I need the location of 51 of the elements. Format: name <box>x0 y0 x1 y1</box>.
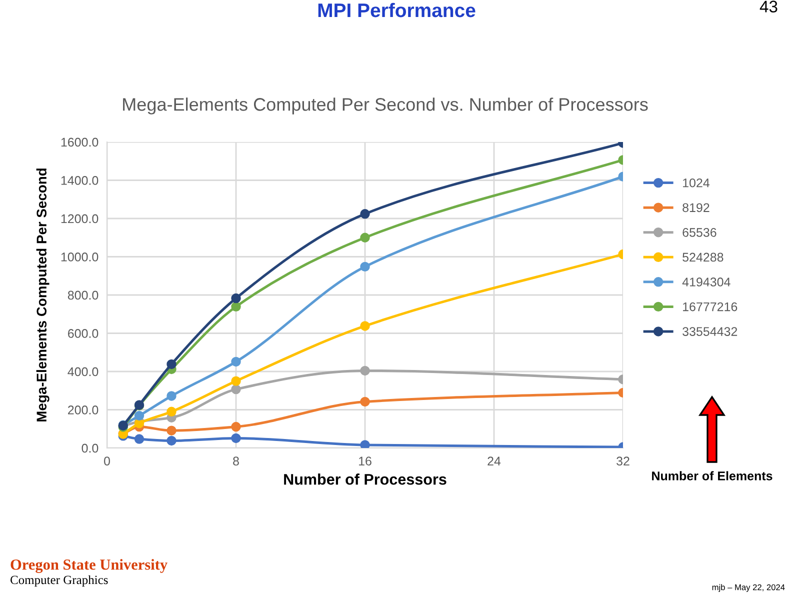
text: Computer Graphics <box>10 575 108 587</box>
legend-title: Number of Elements <box>652 471 772 480</box>
chart-title: MPI Performance <box>318 2 476 18</box>
legend-label: 1024 <box>683 178 710 188</box>
legend-label: 4194304 <box>682 278 730 286</box>
point <box>231 384 241 394</box>
y-tick-label: 1200.0 <box>61 214 98 224</box>
point <box>360 321 370 331</box>
text: 43 <box>760 0 778 12</box>
legend-label: 524288 <box>682 252 724 262</box>
text: Oregon State University <box>10 559 168 573</box>
point <box>166 391 176 401</box>
point <box>360 440 370 448</box>
x-tick-label: 24 <box>488 456 501 466</box>
point <box>231 433 241 444</box>
y-tick-label: 1400.0 <box>61 176 98 185</box>
point <box>231 422 241 432</box>
point <box>360 396 370 407</box>
y-tick-label: 800.0 <box>68 290 98 300</box>
y-tick-label: 1000.0 <box>61 252 98 262</box>
chart-subtitle: Mega-Elements Computed Per Second vs. Number of Processors <box>123 98 648 114</box>
legend-label: 65536 <box>682 228 716 237</box>
y-tick-label: 0.0 <box>82 444 98 453</box>
text: mjb – May 22, 2024 <box>712 584 785 592</box>
point <box>231 302 241 312</box>
point <box>166 436 176 446</box>
point <box>166 406 176 417</box>
legend-label: 33554432 <box>682 327 738 336</box>
y-tick-label: 600.0 <box>68 329 98 338</box>
x-tick-label: 32 <box>616 456 630 466</box>
point <box>360 232 370 242</box>
x-tick-label: 8 <box>233 456 239 466</box>
y-tick-label: 1600.0 <box>61 138 98 147</box>
x-axis-title: Number of Processors <box>284 474 446 485</box>
legend-label: 8192 <box>682 203 710 212</box>
y-tick-label: 400.0 <box>68 367 98 376</box>
x-tick-label: 0 <box>104 456 110 466</box>
y-axis-title: Mega-Elements Computed Per Second <box>36 168 50 422</box>
point <box>360 262 370 272</box>
y-tick-label: 200.0 <box>68 406 98 414</box>
point <box>360 209 370 219</box>
point <box>231 293 241 304</box>
point <box>166 359 176 370</box>
point <box>134 410 144 421</box>
point <box>360 366 370 376</box>
x-tick-label: 16 <box>359 456 372 466</box>
point <box>166 426 176 436</box>
point <box>231 376 241 386</box>
legend-label: 16777216 <box>683 302 738 312</box>
point <box>134 434 144 444</box>
point <box>231 356 241 367</box>
